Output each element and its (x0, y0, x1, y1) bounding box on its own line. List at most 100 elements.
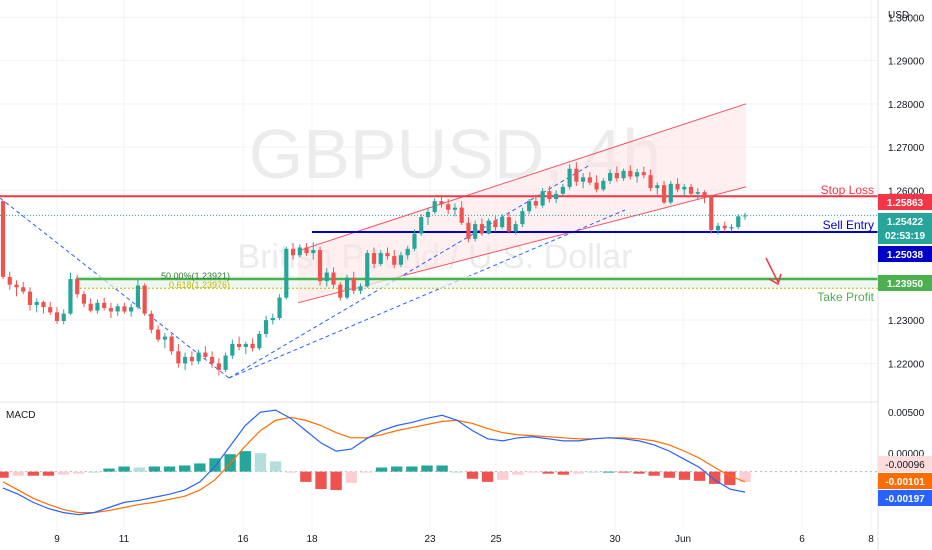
candle-body (102, 302, 107, 309)
candle-body (358, 286, 363, 291)
candle-body (14, 284, 19, 288)
channel-upper-line (297, 103, 747, 252)
current-price: 1.25422 (887, 217, 924, 228)
candle-body (520, 211, 525, 225)
macd-histogram-bar (360, 471, 373, 473)
macd-histogram-bar (42, 471, 55, 476)
macd-histogram-bar (724, 471, 736, 485)
candle-body (378, 253, 383, 264)
macd-histogram-bar (451, 471, 463, 473)
candle-body (466, 222, 471, 239)
candle-body (189, 356, 194, 362)
time-tick-label: 11 (119, 534, 130, 545)
macd-line-tag (878, 490, 932, 506)
candle-body (533, 201, 538, 206)
price-axis[interactable]: 1.30000 1.29000 1.28000 1.27000 1.26000 1.230… (888, 13, 925, 370)
candle-body (527, 201, 532, 212)
candle-body (142, 285, 147, 314)
candle-body (634, 172, 640, 177)
macd-tick-zero: 0.00000 (888, 449, 925, 460)
candle-body (75, 279, 80, 295)
take-profit-price: 1.23950 (887, 279, 924, 290)
candle-body (371, 253, 377, 264)
stop-loss-tag (878, 194, 932, 210)
candle-body (243, 343, 248, 347)
macd-histogram-bar (466, 471, 479, 479)
macd-histogram-bar (300, 471, 312, 482)
candle-body (297, 247, 302, 256)
time-tick-label: 6 (799, 534, 805, 545)
candle-body (176, 351, 181, 364)
macd-histogram-bar (497, 471, 509, 480)
macd-histogram-bar (618, 471, 630, 473)
candle-body (540, 191, 545, 206)
candle-body (392, 256, 397, 265)
candle-body (216, 363, 221, 370)
macd-tick-top: 0.00500 (888, 408, 925, 419)
trendlines[interactable] (0, 164, 626, 379)
candle-body (108, 308, 114, 312)
price-levels[interactable] (0, 195, 878, 281)
macd-histogram-bar (572, 471, 585, 474)
macd-histogram-bar (345, 471, 357, 483)
candle-body (601, 180, 606, 190)
candle-body (452, 207, 458, 210)
macd-histogram-bar (481, 471, 494, 482)
candle-body (351, 277, 356, 291)
macd-signal-tag (878, 473, 932, 489)
projection-arrow[interactable] (765, 257, 782, 286)
candle-body (210, 356, 215, 364)
candle-body (203, 352, 208, 357)
candle-body (183, 356, 188, 364)
macd-histogram-bar (103, 468, 115, 472)
candle-body (614, 173, 619, 179)
price-tick-label: 1.29000 (888, 57, 925, 68)
candle-body (263, 320, 269, 334)
price-tick-label: 1.26000 (888, 186, 925, 197)
macd-signal-line (2, 416, 746, 514)
candle-body (412, 233, 417, 249)
candle-body (331, 272, 336, 285)
macd-histogram-bar (436, 465, 448, 472)
candle-body (493, 220, 498, 228)
macd-line (2, 409, 746, 516)
candle-body (446, 204, 451, 210)
candle-body (554, 193, 559, 199)
macd-histogram-bar (330, 471, 342, 491)
candle-body (196, 352, 201, 362)
candle-body (742, 215, 748, 217)
candle-body (695, 192, 700, 194)
candle-body (547, 191, 552, 199)
macd-histogram-bar (678, 471, 691, 480)
macd-histogram-bar (557, 471, 569, 475)
fib-50-label: 50.00%(1.23921) (161, 271, 230, 281)
macd-histogram-bar (406, 466, 418, 472)
macd-histogram-bar (88, 471, 100, 473)
candle-body (682, 186, 687, 190)
candle-body (324, 272, 329, 282)
time-tick-label: 8 (868, 534, 874, 545)
candle-body (365, 253, 370, 287)
candle-body (61, 313, 66, 321)
candle-body (513, 224, 518, 232)
macd-histogram-bar (587, 471, 600, 473)
candle-body (675, 183, 680, 190)
time-axis[interactable]: 9 11 16 18 23 25 30 Jun 6 8 (54, 534, 874, 545)
candle-body (702, 192, 707, 197)
candle-body (48, 307, 53, 313)
time-tick-label: Jun (675, 534, 691, 545)
candle-body (27, 291, 33, 305)
candle-body (68, 279, 73, 314)
time-tick-label: 25 (490, 534, 502, 545)
candle-body (338, 284, 343, 298)
macd-histogram-bar (709, 471, 721, 484)
candle-body (21, 287, 26, 292)
candle-body (223, 355, 228, 370)
projection-arrow-line (765, 257, 779, 283)
macd-histogram-bar (375, 467, 388, 472)
candle-body (581, 177, 586, 182)
candle-body (41, 301, 46, 308)
candle-body (715, 225, 721, 231)
macd-histogram-bar (0, 471, 9, 478)
